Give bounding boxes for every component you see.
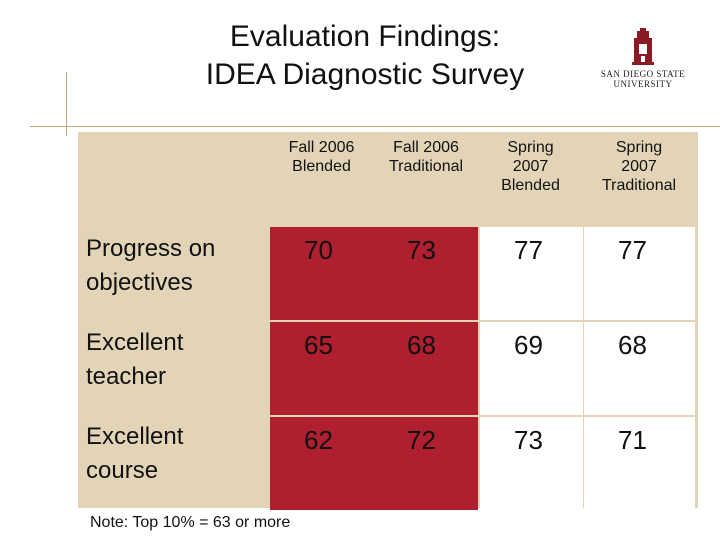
row-label-excellent-course: Excellent course (86, 423, 184, 484)
title-line-1: Evaluation Findings: (229, 20, 501, 53)
row-label-progress-on-objectives: Progress on objectives (86, 235, 216, 296)
column-header-spring-2007-traditional: Spring 2007 Traditional (601, 139, 677, 194)
logo-text-line-1: SAN DIEGO STATE (600, 69, 686, 79)
footnote: Note: Top 10% = 63 or more (90, 514, 291, 531)
decor-vertical-line (66, 72, 67, 136)
tower-icon (632, 28, 654, 65)
table-cell: 62 (270, 417, 373, 510)
table-cell: 68 (584, 322, 695, 415)
decor-horizontal-line (30, 126, 720, 127)
table-cell: 70 (270, 227, 373, 320)
table-cell: 73 (373, 227, 478, 320)
table-cell: 77 (584, 227, 695, 320)
table-cell: 71 (584, 417, 695, 510)
column-header-fall-2006-traditional: Fall 2006 Traditional (388, 139, 464, 175)
table-cell: 73 (480, 417, 583, 510)
table-cell: 68 (373, 322, 478, 415)
table-cell: 69 (480, 322, 583, 415)
table-cell: 65 (270, 322, 373, 415)
table-cell: 77 (480, 227, 583, 320)
title-line-2: IDEA Diagnostic Survey (205, 58, 525, 91)
university-logo: SAN DIEGO STATE UNIVERSITY (598, 28, 688, 92)
table-cell: 72 (373, 417, 478, 510)
slide-title: Evaluation Findings: IDEA Diagnostic Sur… (130, 18, 600, 94)
row-label-excellent-teacher: Excellent teacher (86, 329, 184, 390)
logo-text-line-2: UNIVERSITY (613, 79, 673, 89)
column-header-fall-2006-blended: Fall 2006 Blended (288, 139, 355, 175)
column-header-spring-2007-blended: Spring 2007 Blended (501, 139, 560, 194)
